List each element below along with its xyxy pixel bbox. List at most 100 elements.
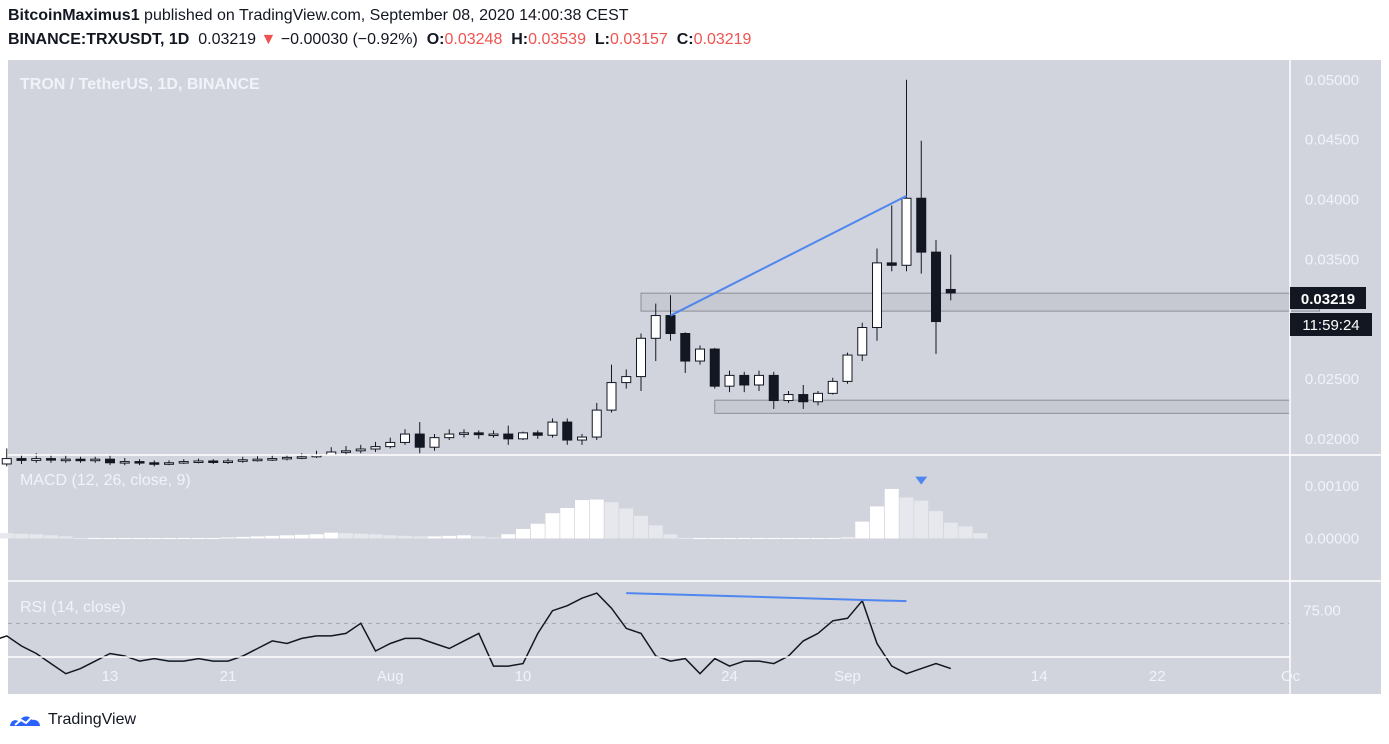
macd-histogram-bar <box>545 513 560 539</box>
countdown-tag: 11:59:24 <box>1290 313 1372 336</box>
macd-histogram-bar <box>191 537 206 539</box>
macd-histogram-bar <box>58 536 73 539</box>
macd-histogram-bar <box>309 534 324 539</box>
price-tick-label: 0.05000 <box>1305 72 1359 89</box>
close-label: C: <box>676 31 694 48</box>
macd-pane[interactable] <box>0 476 988 539</box>
macd-histogram-bar <box>412 536 427 539</box>
macd-axis: 0.00100 0.00000 <box>1305 478 1359 548</box>
candle-body <box>901 197 912 266</box>
candle-body <box>296 456 307 459</box>
macd-histogram-bar <box>619 508 634 539</box>
candle-body <box>621 376 632 384</box>
candle <box>208 459 219 464</box>
macd-histogram-bar <box>427 536 442 539</box>
macd-histogram-bar <box>973 533 988 539</box>
time-tick-label: 10 <box>515 668 532 685</box>
macd-histogram-bar <box>383 535 398 539</box>
macd-histogram-bar <box>766 537 781 539</box>
candle-body <box>636 337 646 378</box>
candle <box>355 444 366 454</box>
candle <box>547 418 558 438</box>
macd-label[interactable]: MACD (12, 26, close, 9) <box>20 472 191 489</box>
macd-histogram-bar <box>486 537 501 539</box>
candle-body <box>414 433 425 448</box>
candle <box>296 453 307 460</box>
candle <box>341 446 351 455</box>
macd-histogram-bar <box>368 534 383 539</box>
candle-body <box>650 315 661 339</box>
candle-body <box>577 436 587 441</box>
countdown-tag-box <box>1290 313 1372 336</box>
candle <box>178 459 189 464</box>
candle-body <box>503 433 514 440</box>
macd-tick-label: 0.00000 <box>1305 530 1359 547</box>
candle-body <box>665 315 676 335</box>
candle <box>591 402 602 441</box>
candle-body <box>400 433 410 443</box>
last-price: 0.03219 <box>198 31 257 48</box>
candle-body <box>31 458 42 461</box>
publication-info: published on TradingView.com, September … <box>144 7 629 24</box>
macd-histogram-bar <box>442 535 457 539</box>
candle <box>193 458 204 464</box>
time-axis[interactable]: 13 21 Aug 10 24 Sep 14 22 Oc <box>102 668 1301 685</box>
price-pane[interactable] <box>0 79 1320 473</box>
candle-body <box>429 437 440 448</box>
tradingview-brand: TradingView <box>48 711 137 728</box>
candle-body <box>385 441 396 448</box>
open-label: O: <box>426 31 445 48</box>
candle-body <box>282 456 292 460</box>
rsi-tick-label: 75.00 <box>1303 603 1341 620</box>
candle-body <box>237 459 248 462</box>
candle <box>237 456 248 463</box>
macd-histogram-bar <box>235 536 250 539</box>
candle <box>1 448 12 467</box>
countdown-tag-value: 11:59:24 <box>1302 317 1359 334</box>
macd-histogram-bar <box>280 535 294 539</box>
macd-histogram-bar <box>147 537 162 539</box>
price-axis[interactable]: 0.05000 0.04500 0.04000 0.03500 0.02500 0.020… <box>1305 72 1359 448</box>
macd-histogram-bar <box>250 536 265 539</box>
pane-dividers <box>8 60 1381 694</box>
candle <box>680 332 691 374</box>
macd-histogram-bar <box>796 537 811 539</box>
candle <box>473 430 484 439</box>
macd-histogram-bar <box>457 535 471 539</box>
macd-histogram-bar <box>398 535 412 539</box>
candle-body <box>1 458 12 465</box>
macd-histogram-bar <box>811 537 825 539</box>
macd-histogram-bar <box>206 537 221 539</box>
macd-histogram-bar <box>162 537 176 539</box>
macd-histogram-bar <box>589 499 604 539</box>
macd-histogram-bar <box>44 535 58 539</box>
candle <box>798 384 809 409</box>
support-zone <box>640 292 1320 312</box>
macd-histogram-bar <box>958 526 973 539</box>
candle-body <box>783 394 794 402</box>
candle <box>872 248 882 341</box>
price-tag-box <box>1290 287 1366 309</box>
candle-body <box>680 333 691 362</box>
candle-body <box>768 374 779 402</box>
candle-body <box>709 348 720 387</box>
candle <box>267 455 278 461</box>
candle <box>931 240 941 354</box>
symbol-label: BINANCE:TRXUSDT, 1D <box>8 31 190 48</box>
macd-histogram-bar <box>516 529 530 539</box>
rsi-label[interactable]: RSI (14, close) <box>20 599 126 616</box>
macd-histogram-bar <box>294 534 309 539</box>
candle-body <box>827 380 838 394</box>
candle <box>149 460 160 467</box>
candle-body <box>724 374 735 387</box>
macd-histogram-bar <box>117 537 132 539</box>
candle <box>695 345 705 365</box>
macd-histogram-bar <box>914 500 929 539</box>
candle-body <box>223 460 233 463</box>
tradingview-footer[interactable]: TradingView <box>8 708 136 732</box>
author-name[interactable]: BitcoinMaximus1 <box>8 7 140 24</box>
open-value: 0.03248 <box>444 31 503 48</box>
time-tick-label: Oc <box>1281 668 1301 685</box>
macd-histogram-bar <box>132 537 147 539</box>
